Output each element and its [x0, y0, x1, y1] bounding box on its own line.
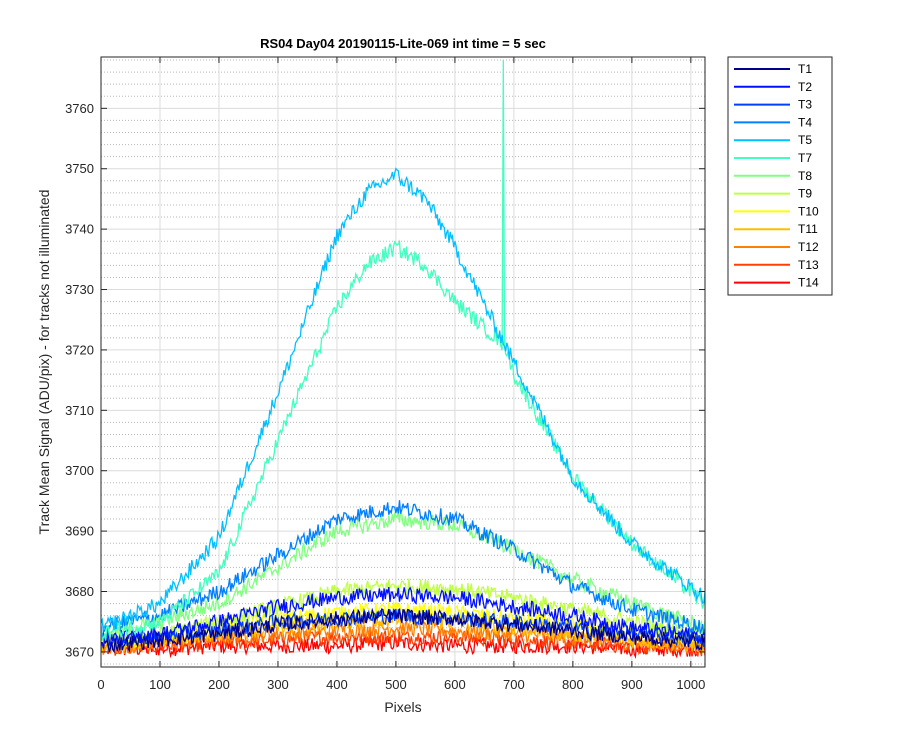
series-line-t7	[101, 59, 705, 642]
legend-label-t7: T7	[798, 151, 812, 165]
y-axis-label: Track Mean Signal (ADU/pix) - for tracks…	[36, 190, 52, 535]
legend-label-t10: T10	[798, 204, 819, 218]
legend-label-t5: T5	[798, 133, 812, 147]
y-tick-label: 3730	[65, 282, 94, 297]
legend-label-t11: T11	[798, 222, 818, 236]
plot-area	[101, 57, 705, 667]
x-tick-label: 100	[149, 677, 171, 692]
x-tick-label: 0	[97, 677, 104, 692]
x-tick-label: 800	[562, 677, 584, 692]
legend: T1 T2 T3 T4 T5 T7 T8 T9 T10 T11 T12 T13 T14	[727, 56, 833, 296]
series-lines	[101, 59, 705, 659]
plot-frame	[100, 56, 706, 668]
series-line-t2	[101, 586, 705, 650]
x-tick-label: 600	[444, 677, 466, 692]
legend-label-t3: T3	[798, 98, 812, 112]
grid	[100, 57, 705, 667]
series-line-t1	[101, 607, 705, 654]
y-tick-label: 3750	[65, 161, 94, 176]
x-axis-label: Pixels	[384, 699, 421, 715]
x-tick-label: 400	[326, 677, 348, 692]
x-tick-label: 1000	[676, 677, 705, 692]
chart-title: RS04 Day04 20190115-Lite-069 int time = …	[260, 36, 546, 51]
legend-label-t12: T12	[798, 240, 819, 254]
x-tick-label: 300	[267, 677, 289, 692]
series-line-t4	[101, 500, 705, 636]
x-tick-label: 900	[621, 677, 643, 692]
series-line-t14	[101, 634, 705, 659]
y-tick-label: 3720	[65, 342, 94, 357]
y-tick-label: 3690	[65, 524, 94, 539]
legend-label-t1: T1	[798, 62, 812, 76]
y-tick-label: 3740	[65, 222, 94, 237]
y-tick-label: 3760	[65, 101, 94, 116]
x-tick-label: 500	[385, 677, 407, 692]
x-tick-label: 200	[208, 677, 230, 692]
legend-label-t4: T4	[798, 115, 812, 129]
series-line-t5	[101, 167, 705, 631]
legend-label-t9: T9	[798, 187, 812, 201]
legend-label-t13: T13	[798, 258, 819, 272]
series-line-t8	[101, 511, 705, 639]
ticks: 0 100 200 300 400 500 600 700 800 900 1000 3670 3680…	[65, 57, 705, 692]
y-tick-label: 3680	[65, 584, 94, 599]
legend-label-t14: T14	[798, 276, 819, 290]
legend-label-t2: T2	[798, 80, 812, 94]
legend-label-t8: T8	[798, 169, 812, 183]
x-tick-label: 700	[503, 677, 525, 692]
series-line-t9	[101, 578, 705, 646]
y-tick-label: 3700	[65, 463, 94, 478]
y-tick-label: 3710	[65, 403, 94, 418]
y-tick-label: 3670	[65, 644, 94, 659]
